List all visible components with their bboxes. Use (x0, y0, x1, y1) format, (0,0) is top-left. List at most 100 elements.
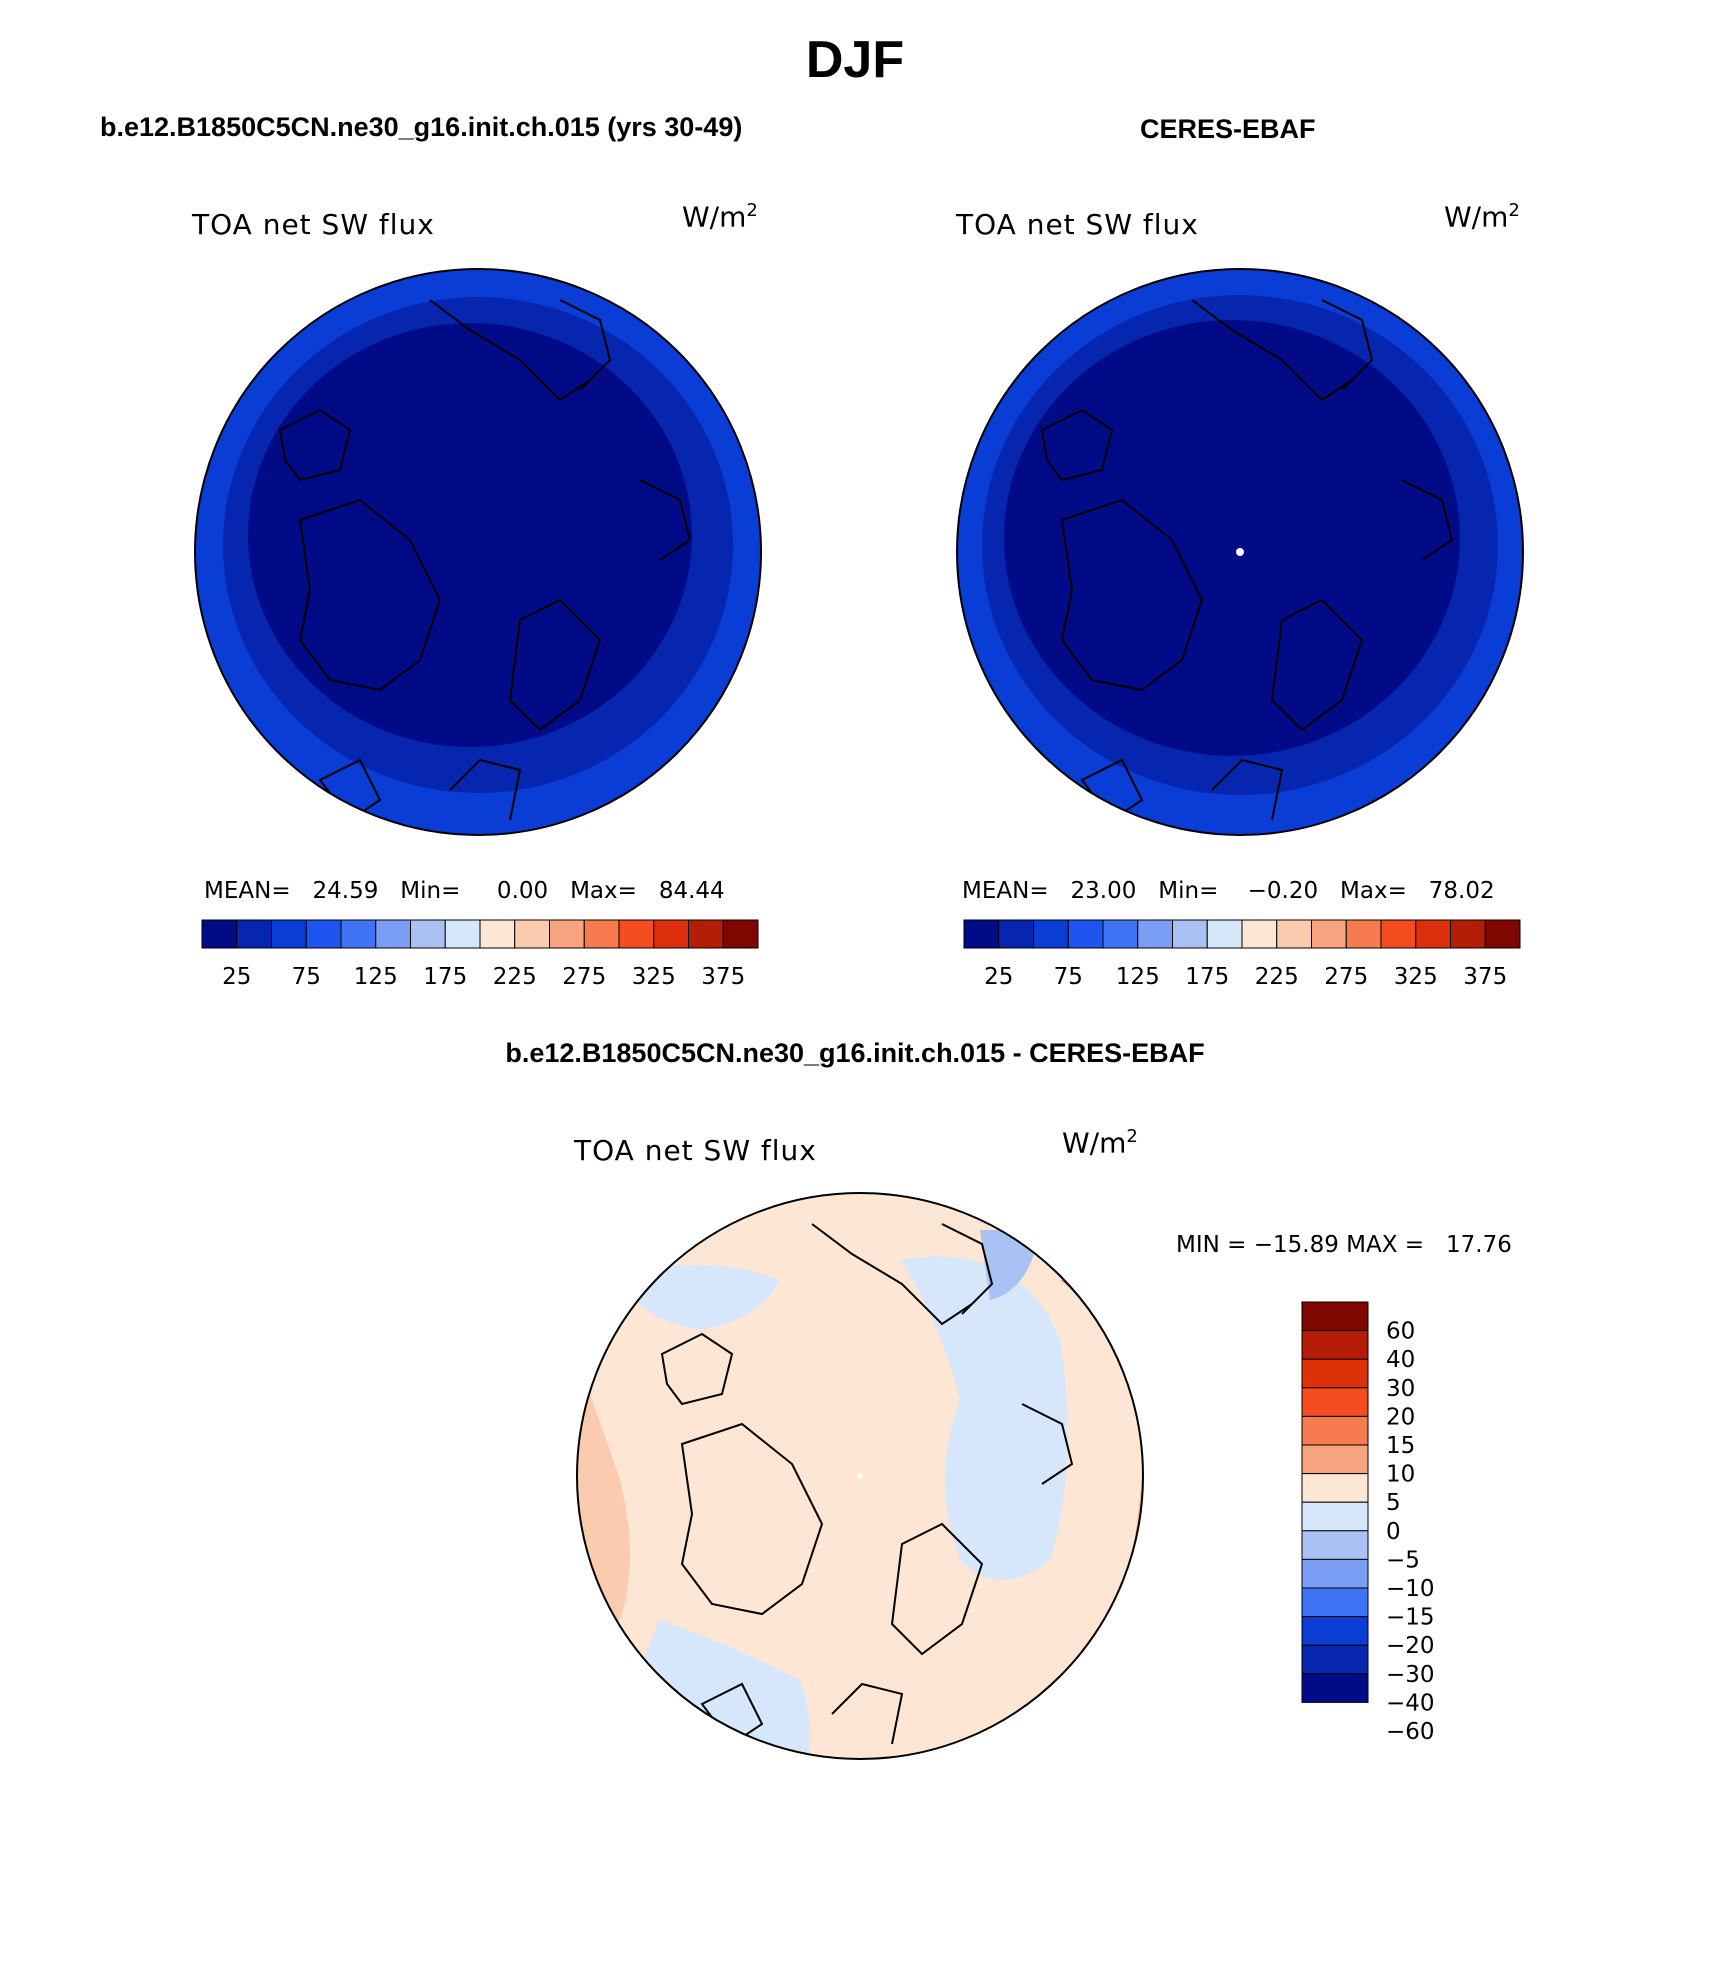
colorbar-swatch (998, 919, 1034, 949)
diff-coastlines (660, 1223, 1074, 1746)
colorbar-swatch (1301, 1330, 1369, 1360)
colorbar-swatch (1301, 1473, 1369, 1503)
colorbar-swatch (549, 919, 585, 949)
model-units: W/m2 (682, 200, 758, 234)
colorbar-swatch (305, 919, 342, 949)
diff-polar-map (576, 1192, 1144, 1760)
colorbar-swatch (722, 919, 759, 949)
colorbar-tick-label: 25 (984, 964, 1013, 990)
model-plot-label: TOA net SW flux (192, 208, 435, 241)
colorbar-swatch (1137, 919, 1173, 949)
colorbar-swatch (1301, 1358, 1369, 1389)
obs-units: W/m2 (1444, 200, 1520, 234)
figure-title: DJF (805, 31, 905, 89)
colorbar-tick-label: 325 (1394, 964, 1438, 990)
colorbar-swatch (1301, 1444, 1369, 1475)
colorbar-swatch (1301, 1673, 1369, 1703)
colorbar-swatch (1067, 919, 1104, 949)
colorbar-swatch (1415, 919, 1451, 949)
colorbar-swatch (236, 919, 272, 949)
colorbar-tick-label: −10 (1386, 1576, 1435, 1602)
colorbar-tick-label: 20 (1386, 1404, 1415, 1430)
colorbar-tick-label: −60 (1386, 1719, 1435, 1745)
colorbar-swatch (1102, 919, 1139, 949)
colorbar-tick-label: 175 (1185, 964, 1229, 990)
colorbar-swatch (1033, 919, 1069, 949)
colorbar-swatch (1172, 919, 1208, 949)
colorbar-tick-label: 225 (493, 964, 537, 990)
colorbar-swatch (1311, 919, 1347, 949)
colorbar-tick-label: 10 (1386, 1462, 1415, 1488)
obs-plot-label: TOA net SW flux (956, 208, 1199, 241)
colorbar-tick-label: 225 (1255, 964, 1299, 990)
colorbar-swatch (653, 919, 689, 949)
colorbar-swatch (1484, 919, 1521, 949)
colorbar-tick-label: 30 (1386, 1376, 1415, 1402)
colorbar-tick-label: 25 (222, 964, 251, 990)
colorbar-swatch (1276, 919, 1312, 949)
colorbar-swatch (583, 919, 620, 949)
colorbar-swatch (1301, 1501, 1369, 1532)
colorbar-tick-label: −30 (1386, 1662, 1435, 1688)
diff-map-negative-region (980, 1230, 1040, 1300)
obs-stats: MEAN= 23.00 Min= −0.20 Max= 78.02 (962, 878, 1495, 904)
obs-map-deep-band (1004, 320, 1460, 756)
colorbar-swatch (1241, 919, 1278, 949)
obs-colorbar: 25 75 125 175 225 275 325 375 (963, 919, 1521, 990)
colorbar-tick-label: 375 (701, 964, 745, 990)
obs-case-title: CERES-EBAF (1140, 114, 1316, 144)
diff-units: W/m2 (1062, 1126, 1138, 1160)
colorbar-swatch (1301, 1558, 1369, 1589)
colorbar-swatch (1380, 919, 1417, 949)
model-case-title: b.e12.B1850C5CN.ne30_g16.init.ch.015 (yr… (100, 112, 743, 142)
colorbar-swatch (688, 919, 724, 949)
model-stats: MEAN= 24.59 Min= 0.00 Max= 84.44 (204, 878, 725, 904)
colorbar-tick-label: −15 (1386, 1605, 1435, 1631)
colorbar-tick-label: −20 (1386, 1633, 1435, 1659)
diff-case-title: b.e12.B1850C5CN.ne30_g16.init.ch.015 - C… (505, 1038, 1205, 1068)
colorbar-tick-label: 175 (423, 964, 467, 990)
diff-map-negative-region (620, 1265, 780, 1330)
colorbar-swatch (618, 919, 655, 949)
diff-pole-marker (857, 1473, 863, 1479)
diff-map-border (576, 1192, 1144, 1760)
colorbar-swatch (1450, 919, 1486, 949)
colorbar-tick-label: 125 (1116, 964, 1160, 990)
colorbar-swatch (1301, 1415, 1369, 1446)
colorbar-tick-label: −40 (1386, 1690, 1435, 1716)
colorbar-tick-label: 325 (632, 964, 676, 990)
colorbar-swatch (271, 919, 307, 949)
colorbar-swatch (1206, 919, 1243, 949)
obs-map-border (956, 268, 1524, 836)
model-map-border (194, 268, 762, 836)
colorbar-tick-label: −5 (1386, 1547, 1420, 1573)
obs-pole-marker (1236, 548, 1244, 556)
colorbar-swatch (201, 919, 238, 949)
colorbar-swatch (963, 919, 1000, 949)
colorbar-swatch (514, 919, 550, 949)
colorbar-tick-label: 375 (1463, 964, 1507, 990)
obs-polar-map (956, 268, 1524, 836)
diff-map-negative-region (900, 1256, 1068, 1580)
colorbar-swatch (375, 919, 411, 949)
colorbar-swatch (479, 919, 516, 949)
colorbar-tick-label: 75 (1054, 964, 1083, 990)
model-polar-map (194, 268, 762, 836)
colorbar-swatch (444, 919, 481, 949)
colorbar-swatch (1301, 1616, 1369, 1646)
model-colorbar: 25 75 125 175 225 275 325 375 (201, 919, 759, 990)
colorbar-tick-label: 0 (1386, 1519, 1401, 1545)
colorbar-tick-label: 275 (1324, 964, 1368, 990)
colorbar-swatch (1301, 1587, 1369, 1618)
colorbar-swatch (1301, 1644, 1369, 1675)
colorbar-tick-label: 125 (354, 964, 398, 990)
colorbar-swatch (1301, 1387, 1369, 1417)
model-map-deep-band (248, 323, 692, 747)
colorbar-swatch (410, 919, 446, 949)
model-coastlines (278, 299, 692, 822)
colorbar-tick-label: 5 (1386, 1490, 1401, 1516)
colorbar-tick-label: 275 (562, 964, 606, 990)
colorbar-swatch (1301, 1301, 1369, 1332)
